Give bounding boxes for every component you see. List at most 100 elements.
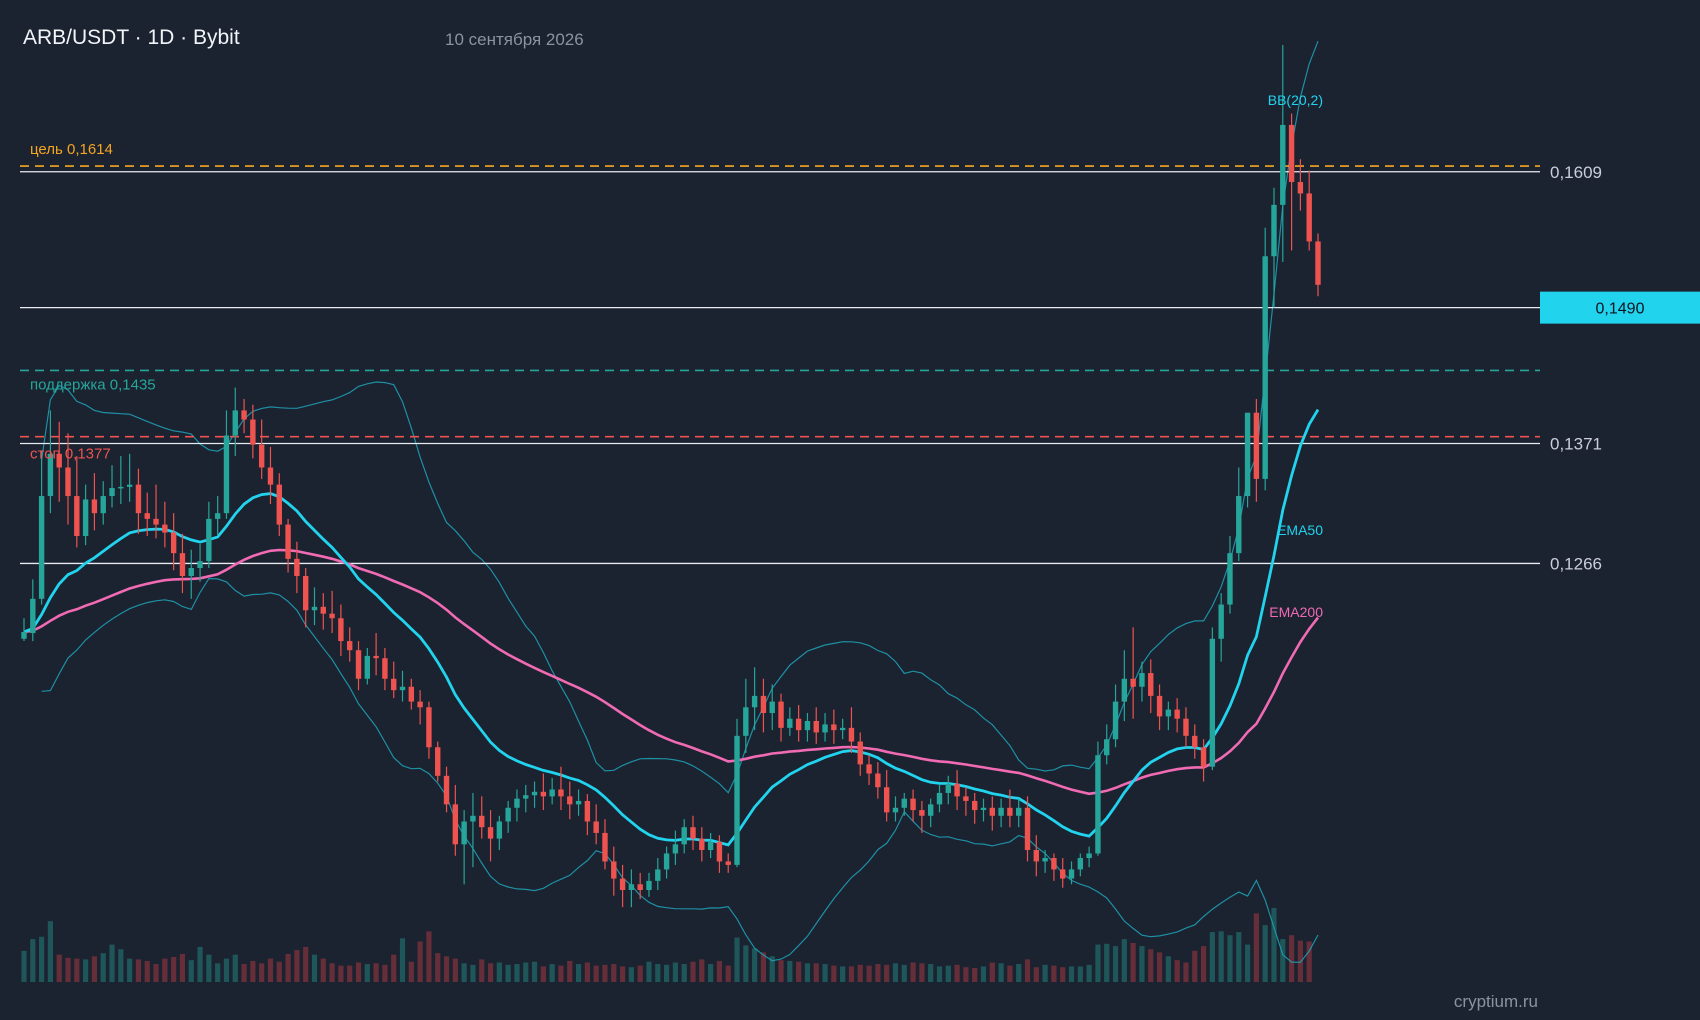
candle-body: [681, 827, 687, 845]
volume-bar: [972, 967, 978, 982]
candle-body: [329, 613, 335, 619]
volume-bar: [294, 950, 300, 982]
volume-bars: [21, 907, 1312, 982]
volume-bar: [197, 946, 203, 982]
volume-bar: [1086, 964, 1092, 982]
candle-body: [989, 807, 995, 816]
ema-lines: [23, 408, 1320, 847]
candle-body: [910, 798, 916, 811]
volume-bar: [752, 948, 758, 982]
candle-body: [1271, 204, 1277, 257]
candle-body: [646, 880, 652, 890]
candle-body: [214, 513, 221, 519]
candle-body: [100, 496, 106, 514]
volume-bar: [373, 963, 379, 982]
volume-bar: [188, 960, 194, 982]
candle-body: [179, 553, 186, 576]
candle-body: [707, 842, 714, 851]
volume-bar: [443, 956, 450, 982]
volume-bar: [1209, 932, 1215, 982]
support-label: поддержка 0,1435: [30, 376, 156, 393]
volume-bar: [892, 963, 899, 982]
candle-body: [1051, 858, 1057, 870]
candle-body: [1280, 124, 1286, 205]
volume-bar: [91, 956, 98, 982]
volume-bar: [743, 945, 749, 982]
candle-body: [91, 499, 98, 514]
volume-bar: [611, 964, 617, 982]
candle-body: [637, 884, 643, 890]
volume-bar: [1042, 964, 1048, 982]
volume-bar: [848, 966, 855, 982]
candle-body: [135, 484, 142, 514]
candle-body: [980, 807, 987, 811]
candle-body: [514, 798, 520, 808]
volume-bar: [118, 949, 124, 982]
candle-body: [549, 789, 555, 797]
candle-body: [285, 524, 291, 559]
candle-body: [883, 787, 890, 813]
volume-bar: [778, 960, 784, 982]
candle-body: [1209, 638, 1216, 767]
volume-bar: [267, 958, 274, 982]
volume-bar: [461, 963, 467, 982]
candle-body: [21, 631, 27, 639]
candle-body: [74, 496, 80, 537]
volume-bar: [30, 939, 36, 982]
volume-bar: [1236, 932, 1242, 982]
candle-body: [848, 727, 855, 742]
volume-bar: [769, 956, 775, 982]
volume-bar: [989, 962, 995, 982]
candle-body: [38, 496, 45, 599]
candle-body: [831, 724, 837, 731]
candle-body: [250, 419, 256, 445]
candle-body: [1007, 807, 1013, 816]
candle-body: [1077, 858, 1084, 870]
candle-body: [1156, 695, 1163, 717]
volume-bar: [637, 965, 643, 982]
candle-body: [971, 800, 978, 811]
candle-body: [619, 878, 626, 890]
candle-body: [65, 467, 71, 497]
candle-body: [1121, 678, 1128, 702]
volume-bar: [285, 953, 291, 982]
candle-body: [426, 707, 432, 748]
candle-body: [857, 741, 863, 765]
candle-body: [760, 695, 767, 714]
volume-bar: [74, 958, 80, 982]
volume-bar: [382, 964, 388, 982]
volume-bar: [1165, 956, 1171, 982]
candle-body: [276, 484, 282, 525]
volume-bar: [1060, 967, 1066, 982]
volume-bar: [303, 946, 309, 982]
candle-body: [540, 791, 547, 797]
volume-bar: [514, 964, 520, 982]
volume-bar: [56, 954, 62, 982]
volume-bar: [866, 965, 872, 982]
candle-body: [382, 658, 388, 679]
horizontal-levels: [20, 165, 1540, 565]
volume-bar: [567, 960, 573, 982]
candle-body: [1139, 673, 1145, 687]
candle-body: [1165, 709, 1172, 717]
candle-body: [672, 844, 679, 854]
level-1266-label: 0,1266: [1550, 554, 1602, 573]
volume-bar: [1297, 940, 1303, 982]
volume-bar: [65, 957, 71, 982]
candle-body: [232, 410, 238, 436]
volume-bar: [910, 962, 916, 982]
candle-body: [479, 815, 485, 828]
volume-bar: [232, 954, 238, 982]
volume-bar: [681, 964, 687, 982]
volume-bar: [144, 960, 150, 982]
candle-body: [919, 810, 925, 816]
volume-bar: [364, 964, 370, 982]
volume-bar: [672, 962, 679, 982]
volume-bar: [1095, 944, 1101, 982]
volume-bar: [646, 961, 652, 982]
volume-bar: [690, 961, 696, 982]
volume-bar: [1016, 964, 1022, 982]
volume-bar: [840, 966, 846, 982]
volume-bar: [1183, 962, 1189, 982]
